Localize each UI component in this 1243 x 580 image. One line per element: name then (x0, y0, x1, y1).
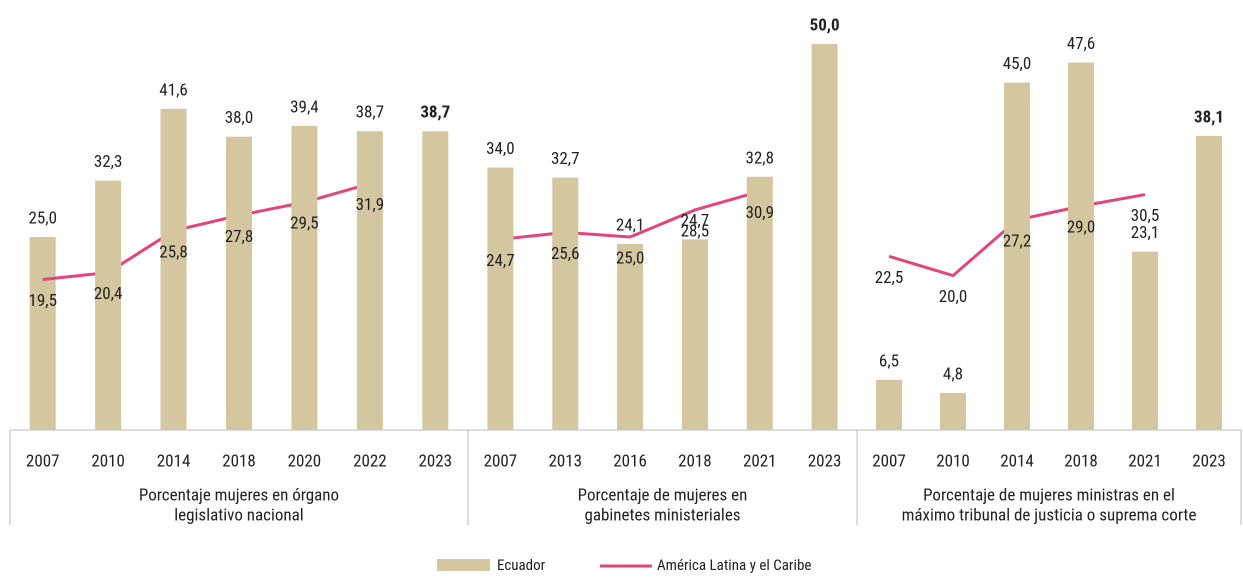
bar-value-label: 32,8 (745, 148, 774, 168)
line-value-label: 29,0 (1067, 218, 1096, 238)
bar-value-label: 41,6 (159, 80, 188, 100)
x-tick-label: 2023 (1192, 451, 1226, 471)
bar-value-label: 38,0 (225, 108, 254, 128)
bar (1132, 251, 1158, 430)
line-value-label: 19,5 (28, 291, 57, 311)
legend-label: Ecuador (497, 556, 546, 574)
bar (681, 239, 708, 430)
line-value-label: 30,9 (745, 203, 774, 223)
line-value-label: 24,7 (486, 251, 515, 271)
bar-value-label: 32,3 (94, 152, 123, 172)
bar (291, 125, 318, 430)
bar (29, 237, 56, 430)
x-tick-label: 2014 (157, 451, 191, 471)
line-value-label: 27,2 (1003, 232, 1032, 252)
legend-swatch (437, 559, 490, 571)
bar (1004, 82, 1030, 430)
x-tick-label: 2018 (222, 451, 256, 471)
group-label: gabinetes ministeriales (584, 505, 740, 525)
group-label: Porcentaje de mujeres en (578, 485, 748, 505)
bar-value-label: 38,7 (356, 103, 385, 123)
x-tick-label: 2020 (288, 451, 322, 471)
bar-value-label: 38,1 (1194, 107, 1224, 127)
legend-label: América Latina y el Caribe (657, 556, 811, 574)
bar (1068, 62, 1094, 430)
line-value-label: 20,0 (939, 287, 968, 307)
bar-value-label: 6,5 (879, 351, 899, 371)
bar (487, 167, 514, 430)
x-tick-label: 2007 (484, 451, 518, 471)
line-value-label: 25,8 (159, 242, 188, 262)
x-tick-label: 2018 (1064, 451, 1098, 471)
x-tick-label: 2010 (91, 451, 125, 471)
line-value-label: 25,6 (551, 244, 580, 264)
x-tick-label: 2007 (872, 451, 906, 471)
bar (552, 177, 579, 430)
bar-value-label: 23,1 (1131, 223, 1160, 243)
bar (1196, 135, 1222, 431)
bar (422, 131, 449, 430)
bar-value-label: 32,7 (551, 149, 580, 169)
x-tick-label: 2021 (1128, 451, 1162, 471)
x-tick-label: 2014 (1000, 451, 1034, 471)
line-value-label: 27,8 (225, 227, 254, 247)
line-value-label: 25,0 (616, 248, 645, 268)
line-value-label: 30,5 (1131, 206, 1160, 226)
x-tick-label: 2016 (613, 451, 647, 471)
bar (811, 44, 838, 430)
line (42, 182, 371, 281)
bar-value-label: 47,6 (1067, 34, 1096, 54)
bar (160, 108, 187, 431)
bar (226, 136, 252, 430)
x-tick-label: 2023 (418, 451, 452, 471)
bar-value-label: 38,7 (420, 103, 450, 123)
x-tick-label: 2023 (808, 451, 842, 471)
x-tick-label: 2013 (548, 451, 582, 471)
bar (876, 379, 902, 430)
bar (940, 392, 966, 430)
bar (617, 243, 644, 430)
bar-value-label: 45,0 (1003, 54, 1032, 74)
x-tick-label: 2010 (936, 451, 970, 471)
group-label: Porcentaje de mujeres ministras en el (923, 485, 1175, 505)
line (500, 190, 761, 241)
x-tick-label: 2018 (678, 451, 712, 471)
line-value-label: 29,5 (290, 214, 319, 234)
bar-value-label: 25,0 (28, 208, 57, 228)
x-tick-label: 2021 (743, 451, 777, 471)
bar-value-label: 4,8 (943, 364, 963, 384)
line-value-label: 20,4 (94, 284, 123, 304)
group-label: máximo tribunal de justicia o suprema co… (902, 505, 1197, 525)
bar-value-label: 24,7 (681, 211, 710, 231)
line-value-label: 31,9 (356, 195, 385, 215)
x-tick-label: 2022 (353, 451, 387, 471)
x-tick-label: 2007 (26, 451, 60, 471)
bar (356, 131, 383, 430)
bar-value-label: 34,0 (486, 139, 515, 159)
group-label: legislativo nacional (174, 505, 303, 525)
bar-value-label: 39,4 (290, 97, 319, 117)
line-value-label: 28,5 (681, 221, 710, 241)
bar (95, 180, 122, 430)
bar-value-label: 24,1 (616, 215, 645, 235)
bar (746, 176, 773, 430)
line-value-label: 22,5 (875, 268, 904, 288)
group-label: Porcentaje mujeres en órgano (139, 485, 339, 505)
bar-value-label: 50,0 (810, 15, 840, 35)
